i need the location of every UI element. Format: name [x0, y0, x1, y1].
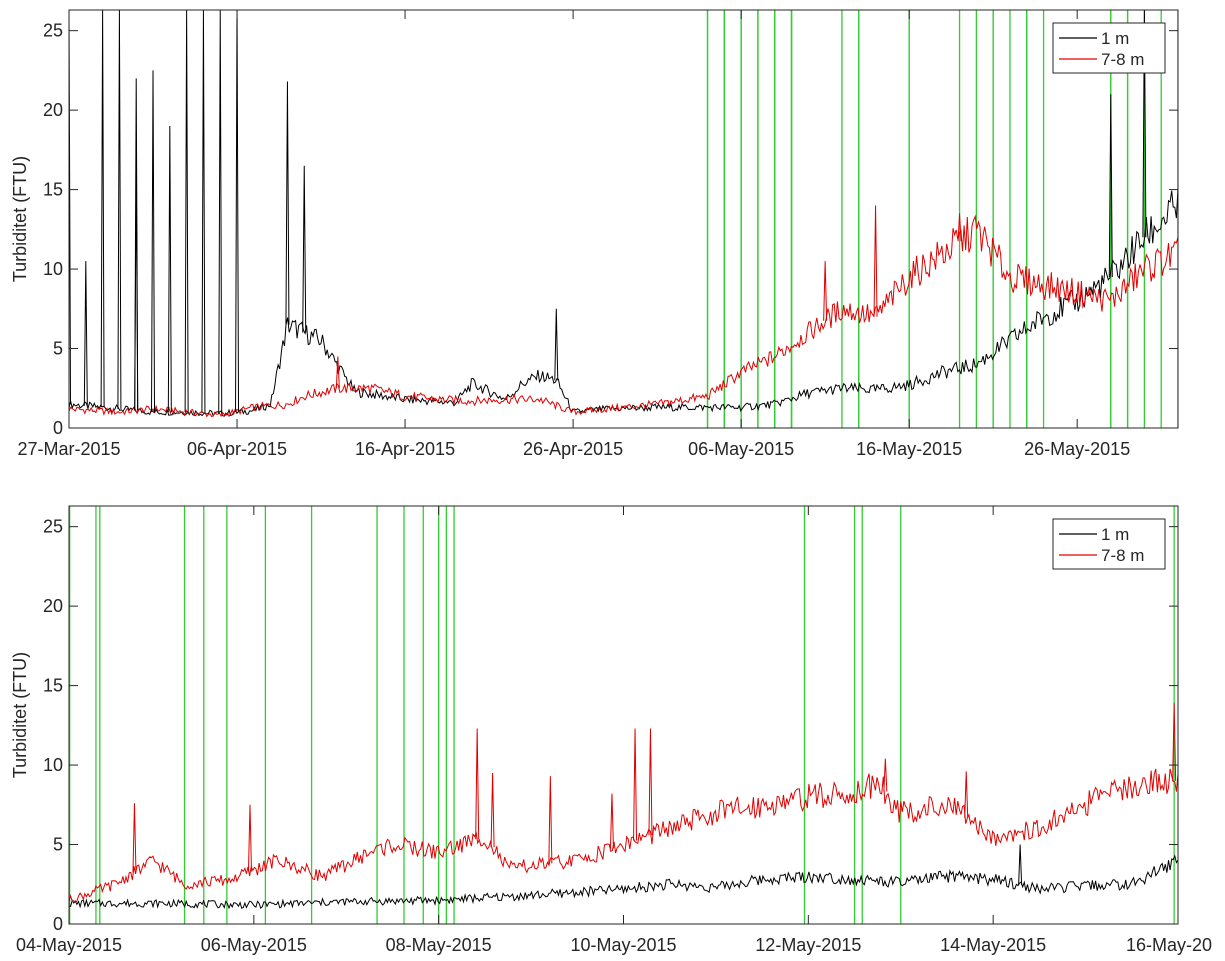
y-tick-label: 15: [43, 676, 63, 696]
x-tick-label: 16-May-2015: [856, 439, 962, 459]
x-tick-label: 27-Mar-2015: [17, 439, 120, 459]
series-spike: [167, 126, 172, 413]
series-spike: [151, 70, 156, 413]
series-line-shallow: [69, 854, 1178, 910]
series-spike: [117, 10, 122, 409]
series-spike: [83, 261, 88, 406]
legend: 1 m 7-8 m: [1052, 22, 1166, 74]
y-tick-label: 10: [43, 755, 63, 775]
plot-content: [69, 10, 1178, 428]
x-tick-label: 06-May-2015: [201, 935, 307, 955]
x-tick-label: 14-May-2015: [940, 935, 1046, 955]
top-chart-panel: 0 5 10 15 20 25 27-Mar-2015 06-Apr-2015 16-Apr-2…: [10, 9, 1179, 459]
x-tick-label: 16-May-20: [1126, 935, 1212, 955]
series-spike: [490, 773, 495, 848]
series-spike: [302, 165, 307, 333]
series-spike: [201, 10, 206, 413]
legend-entry-label: 1 m: [1101, 29, 1129, 48]
legend-box: [1052, 518, 1166, 570]
series-spike: [964, 771, 969, 819]
series-spike: [69, 10, 71, 405]
axes-frame: [68, 9, 1179, 429]
series-spike: [134, 165, 139, 411]
x-tick-label: 06-May-2015: [688, 439, 794, 459]
series-spike: [132, 803, 137, 873]
series-spike: [1108, 94, 1113, 278]
x-tick-label: 10-May-2015: [570, 935, 676, 955]
y-tick-label: 15: [43, 180, 63, 200]
plot-area: [69, 506, 1178, 924]
series-line-deep: [69, 214, 1178, 418]
y-tick-label: 0: [53, 914, 63, 934]
plot-content: [69, 506, 1178, 924]
series-spike: [609, 793, 614, 849]
y-axis-label: Turbiditet (FTU): [10, 652, 30, 778]
x-tick-label: 04-May-2015: [16, 935, 122, 955]
series-line-deep: [69, 768, 1178, 903]
series-spike: [883, 758, 888, 792]
legend-entry-label: 7-8 m: [1101, 50, 1144, 69]
legend-box: [1052, 22, 1166, 74]
y-tick-label: 5: [53, 835, 63, 855]
legend-entry-label: 7-8 m: [1101, 546, 1144, 565]
series-spike: [873, 205, 878, 317]
legend-entry-label: 1 m: [1101, 525, 1129, 544]
y-axis-label: Turbiditet (FTU): [10, 156, 30, 282]
x-tick-label: 26-May-2015: [1024, 439, 1130, 459]
legend: 1 m 7-8 m: [1052, 518, 1166, 570]
y-tick-label: 0: [53, 418, 63, 438]
series-spike: [823, 261, 828, 321]
y-tick-label: 25: [43, 21, 63, 41]
bottom-chart-panel: 0 5 10 15 20 25 04-May-2015 06-May-2015 08-May-2…: [10, 505, 1212, 955]
y-tick-label: 25: [43, 517, 63, 537]
series-spike: [554, 308, 559, 381]
series-spike: [1142, 10, 1147, 238]
x-tick-label: 12-May-2015: [755, 935, 861, 955]
y-tick-label: 20: [43, 100, 63, 120]
series-spike: [1018, 844, 1023, 886]
x-tick-label: 26-Apr-2015: [523, 439, 623, 459]
y-tick-label: 10: [43, 259, 63, 279]
series-spike: [475, 728, 480, 840]
series-spike: [285, 81, 290, 325]
y-tick-label: 5: [53, 339, 63, 359]
series-spike: [1172, 703, 1177, 781]
series-spike: [184, 10, 189, 413]
x-tick-label: 16-Apr-2015: [355, 439, 455, 459]
series-spike: [235, 10, 240, 413]
series-spike: [548, 776, 553, 864]
series-spike: [100, 10, 105, 408]
series-spike: [335, 356, 340, 389]
series-spike: [648, 728, 653, 836]
series-spike: [247, 804, 252, 872]
series-spike: [633, 728, 638, 841]
series-spike: [218, 10, 223, 414]
series-spike: [957, 213, 962, 242]
x-tick-label: 08-May-2015: [386, 935, 492, 955]
y-tick-label: 20: [43, 596, 63, 616]
x-tick-label: 06-Apr-2015: [187, 439, 287, 459]
